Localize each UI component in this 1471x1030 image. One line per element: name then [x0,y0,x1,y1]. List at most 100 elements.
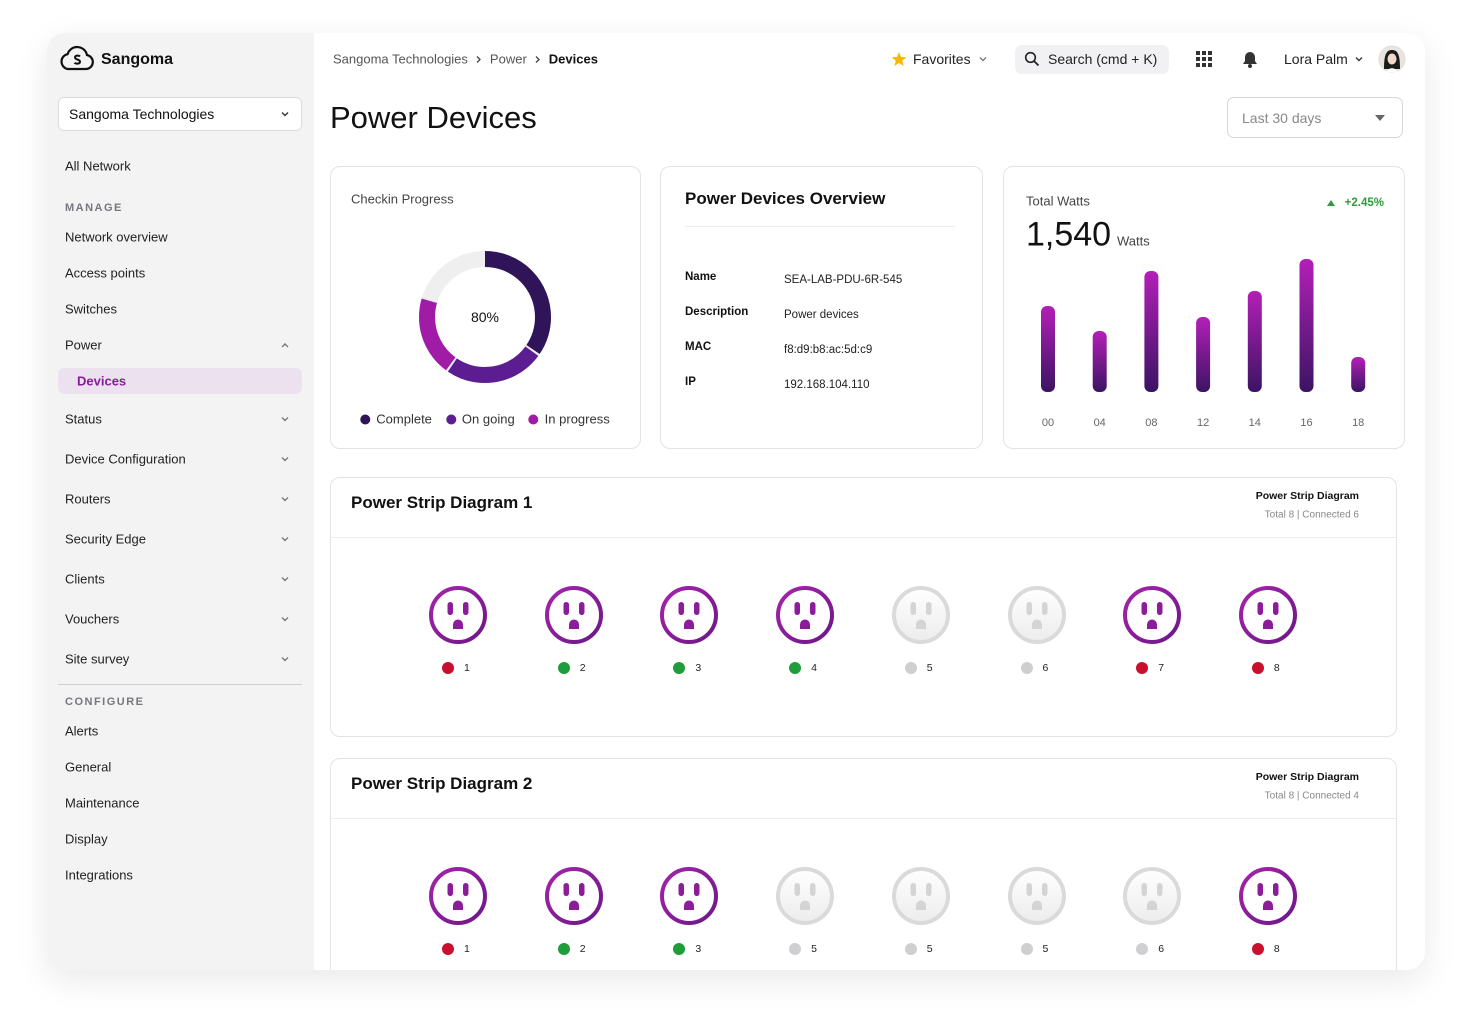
org-select[interactable] [58,97,302,131]
nav-item[interactable]: Vouchers [65,611,120,627]
x-tick-label: 18 [1352,417,1365,429]
card-title: Checkin Progress [351,191,454,207]
bar [1299,259,1314,392]
x-tick-label: 14 [1248,417,1261,429]
bar [1196,317,1211,392]
outlet[interactable] [889,583,953,647]
status-dot [789,943,802,955]
outlet[interactable] [542,864,606,928]
strip-summary: Total 8 | Connected 4 [1264,790,1359,802]
section-title: CONFIGURE [65,696,145,708]
field-label: IP [685,376,696,388]
date-range-select[interactable] [1227,97,1403,138]
outlet[interactable] [1236,583,1300,647]
nav-item[interactable]: Network overview [65,229,168,245]
nav-subitem[interactable]: Devices [77,373,127,389]
outlet[interactable] [773,583,837,647]
outlet[interactable] [1120,864,1184,928]
chevron [281,577,289,582]
search-placeholder[interactable]: Search (cmd + K) [1048,51,1158,67]
status-dot [673,662,686,674]
outlet[interactable] [1236,864,1300,928]
user-name[interactable]: Lora Palm [1284,51,1348,67]
outlet-label: 5 [926,943,933,955]
outlet[interactable] [889,864,953,928]
trend-up-icon [1327,200,1335,206]
nav-item[interactable]: Site survey [65,651,130,667]
status-dot [442,943,454,955]
divider [331,818,1396,819]
outlet-label: 2 [579,943,586,955]
divider [331,537,1396,538]
chevron [281,537,289,542]
nav-item[interactable]: Routers [65,491,111,507]
nav-item[interactable]: Clients [65,571,105,587]
strip-title: Power Strip Diagram 2 [351,774,533,793]
nav-item[interactable]: Device Configuration [65,451,186,467]
search-box[interactable] [1015,45,1169,74]
breadcrumb-item[interactable]: Sangoma Technologies [333,51,468,67]
outlet[interactable] [426,864,490,928]
outlet[interactable] [657,583,721,647]
total-unit: Watts [1117,233,1150,249]
outlet-label: 6 [1042,662,1049,674]
legend-item: Complete [360,412,432,427]
outlet[interactable] [542,583,606,647]
chevron [281,343,289,348]
field-value: f8:d9:b8:ac:5d:c9 [784,344,873,356]
field-label: MAC [685,341,712,353]
chevron [281,112,289,117]
outlet[interactable] [773,864,837,928]
outlet-label: 8 [1273,662,1280,674]
donut-segment [419,251,551,383]
legend-swatch [360,414,371,424]
apps-icon[interactable] [1196,51,1212,67]
section-title: MANAGE [65,202,123,214]
nav-item[interactable]: General [65,759,112,775]
outlet[interactable] [1005,583,1069,647]
trend-change: +2.45% [1344,197,1384,209]
donut-segment [419,251,551,383]
bell-icon[interactable] [1241,50,1259,68]
bar [1041,306,1055,392]
outlet-label: 5 [1042,943,1049,955]
nav-item[interactable]: Alerts [65,723,99,739]
chevron [281,657,289,662]
nav-item[interactable]: All Network [65,158,131,174]
star-icon[interactable] [891,51,907,67]
status-dot [1020,662,1033,674]
avatar[interactable] [1378,45,1406,73]
status-dot [1251,662,1264,674]
nav-item[interactable]: Status [65,411,102,427]
legend-item: In progress [528,411,610,427]
outlet-label: 4 [811,662,817,674]
outlet[interactable] [657,864,721,928]
nav-item[interactable]: Security Edge [65,531,146,547]
nav-item[interactable]: Power [65,337,102,353]
breadcrumb-item[interactable]: Devices [548,51,598,67]
nav-item[interactable]: Display [65,831,108,847]
status-dot [1136,943,1149,955]
nav-item[interactable]: Maintenance [65,795,140,811]
status-dot [789,662,802,674]
legend-label: In progress [544,411,610,427]
outlet[interactable] [1120,583,1184,647]
status-dot [904,943,917,955]
nav-item[interactable]: Switches [65,301,118,317]
outlet[interactable] [1005,864,1069,928]
donut-center-label: 80% [470,309,500,325]
strip-title: Power Strip Diagram 1 [351,493,533,512]
outlet[interactable] [426,583,490,647]
favorites[interactable]: Favorites [913,51,971,67]
card-title: Power Devices Overview [685,189,886,208]
x-tick-label: 12 [1196,417,1210,429]
donut-chart [419,251,551,383]
chevron [1355,57,1363,62]
outlet-label: 5 [811,943,817,955]
strip-summary: Total 8 | Connected 6 [1264,509,1359,521]
breadcrumb-item[interactable]: Power [489,51,527,67]
strip-summary-title: Power Strip Diagram [1255,771,1359,783]
nav-item[interactable]: Integrations [65,867,133,883]
outlet-label: 3 [695,943,702,955]
nav-item[interactable]: Access points [65,265,146,281]
